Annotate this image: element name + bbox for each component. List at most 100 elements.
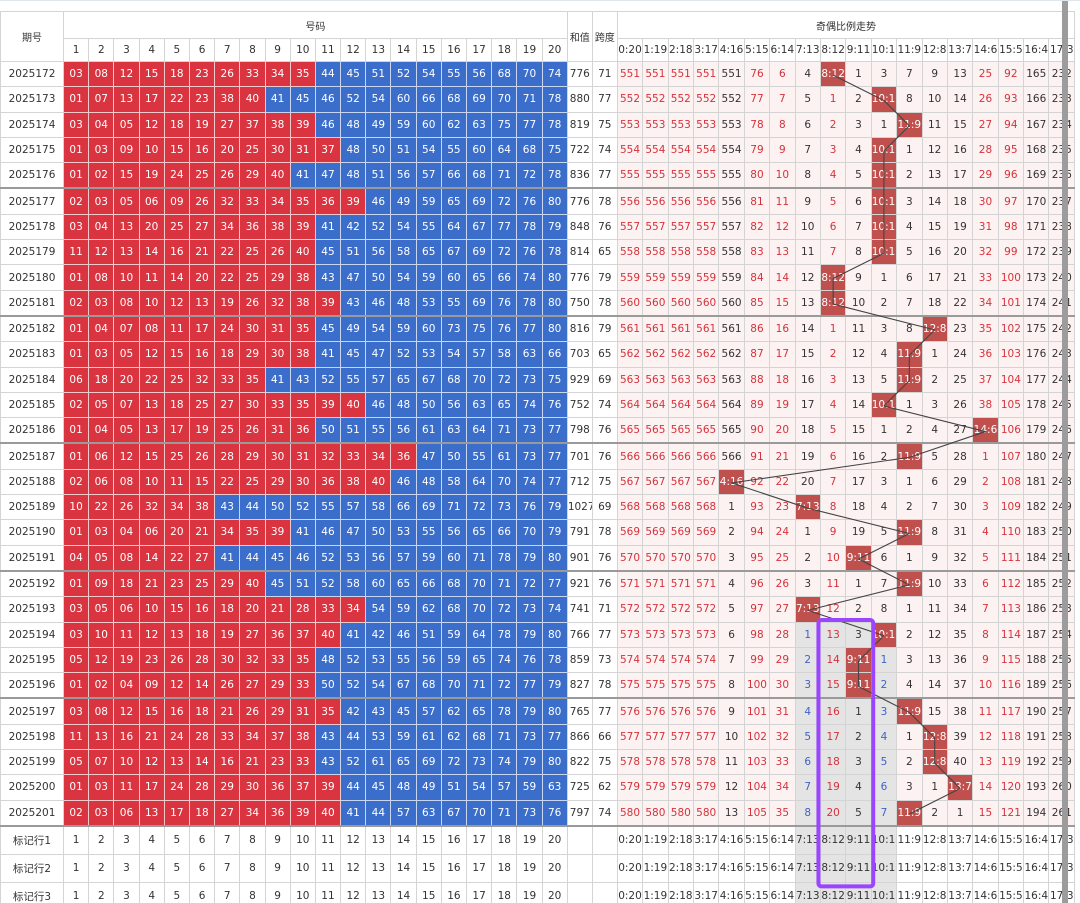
miss-count: 580 <box>692 799 720 827</box>
miss-count: 7 <box>896 60 923 88</box>
number-ball: 59 <box>390 314 417 343</box>
number-ball: 79 <box>541 519 568 546</box>
number-ball: 49 <box>415 774 442 801</box>
number-ball: 01 <box>62 136 90 164</box>
miss-count: 9 <box>794 187 821 215</box>
marker-ratio: 7:13 <box>794 824 821 855</box>
miss-count: 3 <box>845 111 872 138</box>
miss-count: 3 <box>870 314 898 343</box>
number-ball: 74 <box>491 749 518 776</box>
number-ball: 14 <box>138 239 165 266</box>
marker-number: 18 <box>491 824 518 855</box>
issue-cell: 2025190 <box>0 519 64 546</box>
miss-count: 25 <box>769 544 796 572</box>
number-ball: 25 <box>163 213 190 241</box>
number-ball: 70 <box>440 672 468 699</box>
marker-number: 19 <box>516 853 543 883</box>
marker-ratio: 12:8 <box>921 881 948 903</box>
number-ball: 12 <box>138 621 165 648</box>
number-ball: 25 <box>163 366 190 393</box>
miss-count: 103 <box>743 749 771 776</box>
number-ball: 74 <box>516 468 543 496</box>
miss-count: 3 <box>921 391 948 419</box>
miss-count: 561 <box>718 314 745 343</box>
number-ball: 78 <box>541 86 568 113</box>
number-ball: 25 <box>239 239 266 266</box>
miss-count: 566 <box>718 442 745 470</box>
column-header: 19 <box>516 38 543 62</box>
number-ball: 55 <box>440 60 468 88</box>
miss-count: 5 <box>845 162 872 189</box>
miss-count: 559 <box>718 264 745 291</box>
number-ball: 11 <box>62 723 90 751</box>
header-cell: 期号 <box>0 11 64 62</box>
number-ball: 53 <box>340 544 367 572</box>
marker-ratio: 15:5 <box>997 853 1025 883</box>
number-ball: 01 <box>62 569 90 598</box>
number-ball: 75 <box>541 136 568 164</box>
miss-count: 27 <box>972 111 999 138</box>
miss-count: 3 <box>870 468 898 496</box>
number-ball: 21 <box>214 697 241 725</box>
number-ball: 80 <box>541 544 568 572</box>
number-ball: 37 <box>289 774 316 801</box>
number-ball: 56 <box>465 60 493 88</box>
miss-count: 8 <box>819 494 847 521</box>
number-ball: 26 <box>113 494 140 521</box>
miss-count: 9 <box>845 264 872 291</box>
number-ball: 32 <box>239 646 266 674</box>
miss-count: 556 <box>667 187 694 215</box>
sum-cell: 901 <box>566 544 593 572</box>
number-ball: 35 <box>289 391 316 419</box>
number-ball: 14 <box>138 544 165 572</box>
issue-cell: 2025178 <box>0 213 64 241</box>
number-ball: 05 <box>62 749 90 776</box>
marker-number: 20 <box>541 824 568 855</box>
number-ball: 43 <box>289 366 316 393</box>
miss-count: 1 <box>819 314 847 343</box>
miss-count: 118 <box>997 723 1025 751</box>
number-ball: 65 <box>491 391 518 419</box>
number-ball: 60 <box>465 136 493 164</box>
row: 2025194 03 10 11 12 13 18 19 27 36 37 40 41 42 46 51 59 6… <box>0 621 1076 648</box>
ratio-hit: 12:8 <box>921 723 948 751</box>
number-ball: 27 <box>239 621 266 648</box>
miss-count: 77 <box>743 86 771 113</box>
miss-count: 5 <box>819 187 847 215</box>
number-ball: 80 <box>541 697 568 725</box>
header-cell: 奇偶比例走势 <box>616 11 1076 39</box>
miss-count: 564 <box>616 391 644 419</box>
miss-count: 188 <box>1023 646 1050 674</box>
miss-count: 13 <box>972 749 999 776</box>
number-ball: 05 <box>88 391 115 419</box>
number-ball: 39 <box>289 111 316 138</box>
miss-count: 7 <box>896 289 923 317</box>
miss-count: 555 <box>642 162 669 189</box>
number-ball: 24 <box>163 162 190 189</box>
miss-count: 566 <box>692 442 720 470</box>
number-ball: 79 <box>541 494 568 521</box>
miss-count: 3 <box>845 749 872 776</box>
miss-count: 90 <box>743 417 771 444</box>
miss-count: 564 <box>718 391 745 419</box>
miss-count: 576 <box>642 697 669 725</box>
issue-cell: 2025201 <box>0 799 64 827</box>
column-header: 12:8 <box>921 38 948 62</box>
number-ball: 45 <box>340 341 367 368</box>
miss-count: 37 <box>946 672 974 699</box>
marker-ratio: 10:10 <box>870 881 898 903</box>
miss-count: 98 <box>743 621 771 648</box>
miss-count: 8 <box>794 162 821 189</box>
miss-count: 189 <box>1023 672 1050 699</box>
miss-count: 576 <box>616 697 644 725</box>
number-ball: 38 <box>340 468 367 496</box>
miss-count: 87 <box>743 341 771 368</box>
number-ball: 28 <box>214 442 241 470</box>
miss-count: 86 <box>743 314 771 343</box>
number-ball: 55 <box>314 494 342 521</box>
miss-count: 578 <box>667 749 694 776</box>
miss-count: 194 <box>1023 799 1050 827</box>
miss-count: 166 <box>1023 86 1050 113</box>
column-header: 4 <box>138 38 165 62</box>
issue-cell: 2025200 <box>0 774 64 801</box>
